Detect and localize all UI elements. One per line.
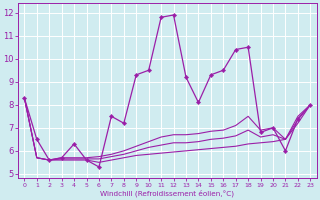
X-axis label: Windchill (Refroidissement éolien,°C): Windchill (Refroidissement éolien,°C)	[100, 189, 234, 197]
